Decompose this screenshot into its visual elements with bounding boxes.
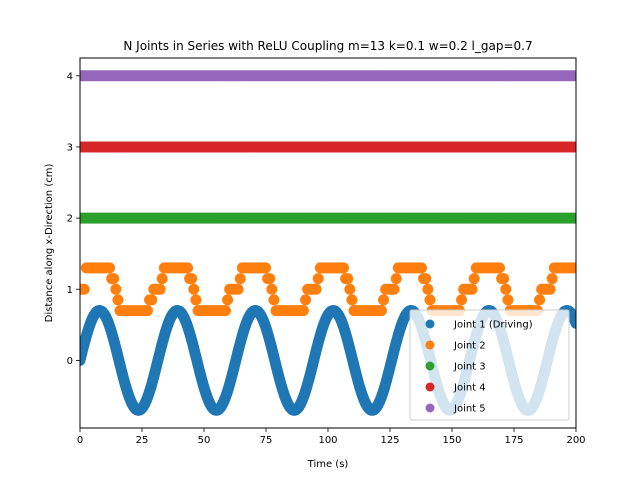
joint-2-point — [104, 262, 116, 274]
joint-2-point — [420, 273, 432, 285]
plot-area — [80, 70, 576, 416]
legend-label: Joint 4 — [453, 383, 486, 394]
joint-2-point — [468, 273, 480, 285]
joint-2-point — [222, 294, 234, 306]
x-tick-label: 0 — [77, 435, 83, 446]
joint-2-point — [456, 294, 468, 306]
joint-3-point — [568, 212, 576, 224]
joint-2-point — [264, 273, 276, 285]
x-tick-label: 150 — [442, 435, 461, 446]
joint-2-point — [156, 273, 168, 285]
legend-label: Joint 5 — [453, 404, 486, 415]
joint-2-point — [268, 294, 280, 306]
x-tick-label: 175 — [504, 435, 523, 446]
joint-2-point — [190, 294, 202, 306]
joint-2-point — [146, 294, 158, 306]
x-tick-label: 125 — [380, 435, 399, 446]
joint-2-point — [266, 283, 278, 295]
joint-2-point — [300, 294, 312, 306]
legend-marker — [425, 403, 435, 413]
joint-2-point — [546, 273, 558, 285]
joint-2-point — [388, 283, 400, 295]
joint-2-point — [378, 294, 390, 306]
legend-box — [409, 309, 570, 421]
joint-5-point — [568, 70, 576, 82]
joint-2-point — [500, 283, 512, 295]
chart-title: N Joints in Series with ReLU Coupling m=… — [123, 39, 532, 53]
y-axis-label: Distance along x-Direction (cm) — [44, 164, 55, 323]
joint-2-point — [186, 273, 198, 285]
x-axis: 0 25 50 75 100 125 150 175 200 — [77, 428, 586, 446]
joint-2-point — [188, 283, 200, 295]
joint-2-point — [346, 294, 358, 306]
joint-2-point — [234, 273, 246, 285]
joint-2-point — [297, 305, 309, 317]
legend-marker — [425, 319, 435, 329]
y-axis: 0 1 2 3 4 — [67, 71, 80, 367]
joint-2-point — [112, 294, 124, 306]
y-tick-label: 0 — [67, 356, 73, 367]
joint-2-point — [569, 262, 576, 274]
joint-2-point — [338, 262, 349, 274]
joint-2-point — [390, 273, 402, 285]
joint-2-point — [342, 273, 354, 285]
x-tick-label: 25 — [136, 435, 149, 446]
joint-2-point — [80, 283, 90, 295]
joint-2-point — [502, 294, 514, 306]
joint-4-point — [568, 141, 576, 153]
joint-1-point — [570, 317, 576, 329]
joint-2-point — [493, 262, 505, 274]
legend-label: Joint 2 — [453, 341, 486, 352]
joint-2-point — [466, 283, 478, 295]
joint-2-point — [375, 305, 387, 317]
joint-2-point — [544, 283, 556, 295]
joint-2-point — [422, 283, 434, 295]
joint-2-point — [182, 262, 194, 274]
joint-2-point — [498, 273, 510, 285]
joint-2-point — [424, 294, 436, 306]
x-tick-label: 100 — [318, 435, 337, 446]
legend-marker — [425, 340, 435, 350]
joint-2-point — [232, 283, 244, 295]
joint-2-point — [260, 262, 272, 274]
joint-2-point — [219, 305, 231, 317]
legend-marker — [425, 382, 435, 392]
y-tick-label: 2 — [67, 214, 73, 225]
y-tick-label: 1 — [67, 285, 73, 296]
y-tick-label: 4 — [67, 71, 73, 82]
x-tick-label: 50 — [198, 435, 211, 446]
joint-2-point — [344, 283, 356, 295]
legend-label: Joint 1 (Driving) — [453, 320, 533, 331]
legend-marker — [425, 361, 435, 371]
joint-2-point — [534, 294, 546, 306]
joint-2-point — [415, 262, 427, 274]
joint-2-point — [310, 283, 322, 295]
joint-2-point — [154, 283, 166, 295]
legend: Joint 1 (Driving) Joint 2 Joint 3 Joint 4 Jo… — [409, 309, 570, 421]
joint-2-point — [108, 273, 120, 285]
y-tick-label: 3 — [67, 142, 73, 153]
joint-2-point — [141, 305, 153, 317]
x-axis-label: Time (s) — [307, 459, 349, 470]
legend-label: Joint 3 — [453, 362, 486, 373]
x-tick-label: 75 — [260, 435, 273, 446]
joint-2-point — [312, 273, 324, 285]
joint-2-point — [110, 283, 122, 295]
x-tick-label: 200 — [566, 435, 585, 446]
